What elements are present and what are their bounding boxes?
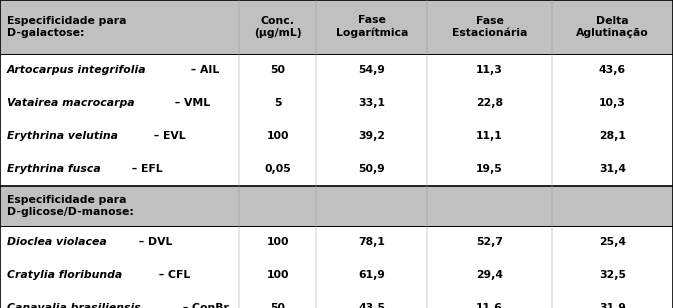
- Text: – EVL: – EVL: [150, 131, 186, 141]
- Text: – EFL: – EFL: [128, 164, 162, 174]
- Text: Cratylia floribunda: Cratylia floribunda: [7, 270, 122, 280]
- Text: Erythrina fusca: Erythrina fusca: [7, 164, 100, 174]
- Text: 10,3: 10,3: [599, 98, 626, 108]
- Text: 100: 100: [267, 237, 289, 247]
- Text: 11,1: 11,1: [476, 131, 503, 141]
- Text: 11,3: 11,3: [476, 65, 503, 75]
- Text: 43,6: 43,6: [599, 65, 626, 75]
- Text: 31,4: 31,4: [599, 164, 626, 174]
- Text: 19,5: 19,5: [476, 164, 503, 174]
- Text: 32,5: 32,5: [599, 270, 626, 280]
- Bar: [0, 87, 673, 120]
- Text: 78,1: 78,1: [359, 237, 385, 247]
- Text: 100: 100: [267, 270, 289, 280]
- Text: 50: 50: [270, 303, 285, 308]
- Text: 5: 5: [274, 98, 281, 108]
- Text: – AIL: – AIL: [187, 65, 219, 75]
- Text: – CFL: – CFL: [155, 270, 190, 280]
- Bar: [0, 153, 673, 186]
- Text: Erythrina velutina: Erythrina velutina: [7, 131, 118, 141]
- Bar: [0, 259, 673, 292]
- Text: – DVL: – DVL: [135, 237, 173, 247]
- Text: Conc.
(μg/mL): Conc. (μg/mL): [254, 16, 302, 38]
- Text: 28,1: 28,1: [599, 131, 626, 141]
- Text: – VML: – VML: [172, 98, 211, 108]
- Bar: [0, 0, 673, 54]
- Text: Dioclea violacea: Dioclea violacea: [7, 237, 106, 247]
- Text: 25,4: 25,4: [599, 237, 626, 247]
- Text: – ConBr: – ConBr: [179, 303, 229, 308]
- Text: Especificidade para
D-galactose:: Especificidade para D-galactose:: [7, 16, 127, 38]
- Text: 31,9: 31,9: [599, 303, 626, 308]
- Text: 54,9: 54,9: [359, 65, 385, 75]
- Bar: [0, 186, 673, 226]
- Text: Fase
Estacionária: Fase Estacionária: [452, 16, 527, 38]
- Text: 43,5: 43,5: [358, 303, 386, 308]
- Text: 22,8: 22,8: [476, 98, 503, 108]
- Text: 50,9: 50,9: [359, 164, 385, 174]
- Text: 11,6: 11,6: [476, 303, 503, 308]
- Text: 33,1: 33,1: [358, 98, 386, 108]
- Text: 52,7: 52,7: [476, 237, 503, 247]
- Text: Especificidade para
D-glicose/D-manose:: Especificidade para D-glicose/D-manose:: [7, 195, 134, 217]
- Text: Fase
Logarítmica: Fase Logarítmica: [336, 15, 408, 38]
- Text: Canavalia brasiliensis: Canavalia brasiliensis: [7, 303, 141, 308]
- Bar: [0, 292, 673, 308]
- Text: 29,4: 29,4: [476, 270, 503, 280]
- Bar: [0, 120, 673, 153]
- Bar: [0, 226, 673, 259]
- Text: 39,2: 39,2: [358, 131, 386, 141]
- Text: Vatairea macrocarpa: Vatairea macrocarpa: [7, 98, 135, 108]
- Text: Delta
Aglutinação: Delta Aglutinação: [576, 16, 649, 38]
- Text: Artocarpus integrifolia: Artocarpus integrifolia: [7, 65, 146, 75]
- Text: 61,9: 61,9: [359, 270, 385, 280]
- Bar: [0, 54, 673, 87]
- Text: 50: 50: [270, 65, 285, 75]
- Text: 100: 100: [267, 131, 289, 141]
- Text: 0,05: 0,05: [264, 164, 291, 174]
